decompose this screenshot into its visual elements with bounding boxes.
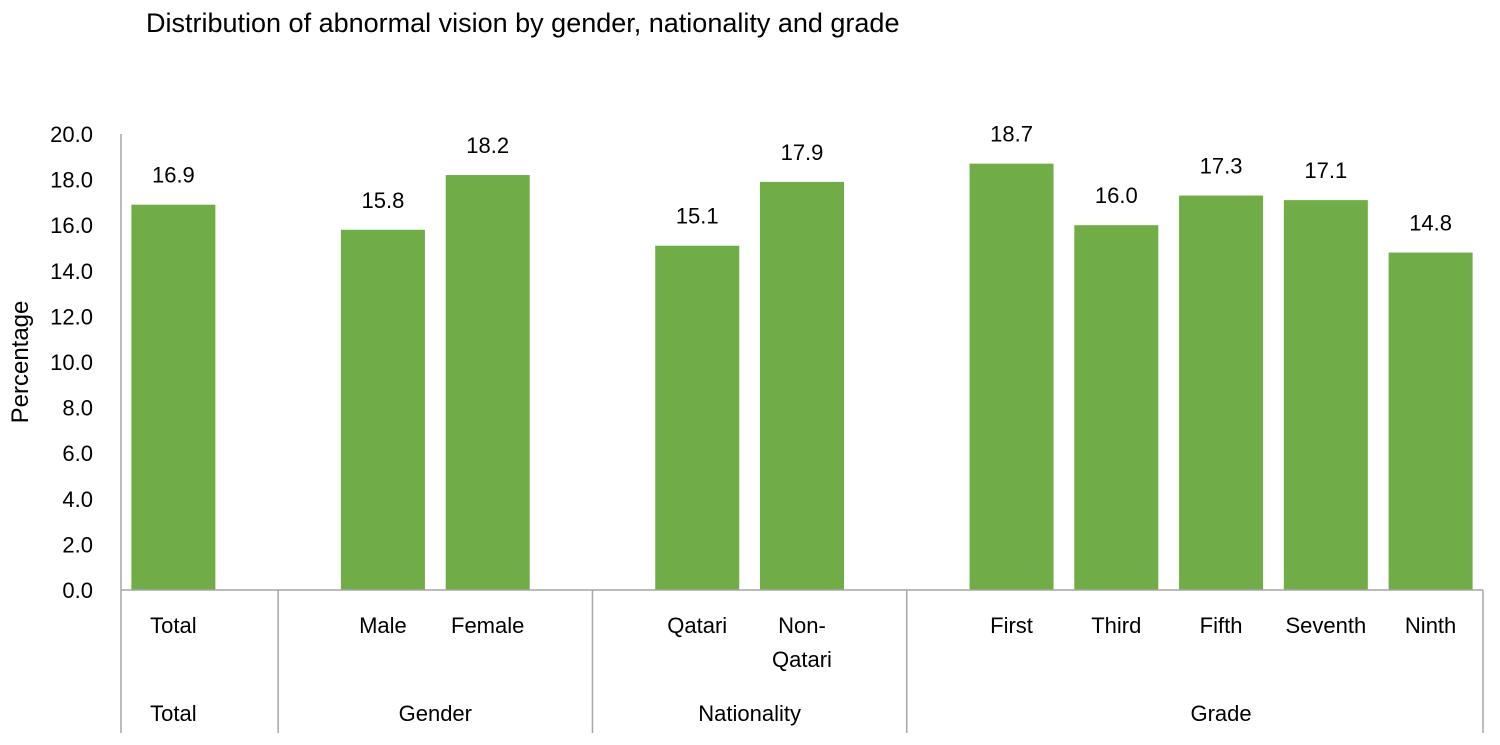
bar <box>1179 195 1264 590</box>
bars <box>131 163 1473 591</box>
group-label: Grade <box>1190 701 1251 726</box>
category-label: Total <box>150 613 196 638</box>
x-axis: Total Total Male Female Gender Qatari Non- Qata… <box>121 589 1484 733</box>
y-tick-label: 14.0 <box>50 259 93 284</box>
y-tick-label: 20.0 <box>50 122 93 147</box>
category-label: First <box>990 613 1033 638</box>
y-tick-label: 12.0 <box>50 304 93 329</box>
category-label: Fifth <box>1200 613 1243 638</box>
category-label: Non- <box>778 613 826 638</box>
bar-value-label: 18.2 <box>466 133 509 158</box>
y-tick-label: 8.0 <box>62 396 93 421</box>
y-tick-label: 6.0 <box>62 441 93 466</box>
category-label: Qatari <box>772 647 832 672</box>
category-label: Female <box>451 613 524 638</box>
bar <box>1074 225 1159 590</box>
bar-value-label: 17.9 <box>781 140 824 165</box>
chart-title: Distribution of abnormal vision by gende… <box>146 8 900 38</box>
bar <box>760 181 844 590</box>
category-label: Qatari <box>667 613 727 638</box>
bar <box>131 204 216 590</box>
category-label: Seventh <box>1285 613 1366 638</box>
bar-value-label: 17.3 <box>1200 154 1243 179</box>
bar <box>340 229 425 590</box>
category-label: Third <box>1091 613 1141 638</box>
bar-value-label: 16.0 <box>1095 183 1138 208</box>
value-labels: 16.9 15.8 18.2 15.1 17.9 18.7 16.0 17.3 17.1 14.8 <box>152 122 1452 236</box>
group-label: Nationality <box>698 701 801 726</box>
bar <box>1283 200 1368 590</box>
bar <box>1388 252 1473 590</box>
y-tick-label: 4.0 <box>62 487 93 512</box>
y-tick-label: 0.0 <box>62 578 93 603</box>
y-tick-label: 16.0 <box>50 213 93 238</box>
group-label: Total <box>150 701 196 726</box>
bar-value-label: 14.8 <box>1409 211 1452 236</box>
category-label: Male <box>359 613 407 638</box>
bar <box>655 245 740 590</box>
bar-value-label: 15.8 <box>362 188 405 213</box>
y-axis: 0.0 2.0 4.0 6.0 8.0 10.0 12.0 14.0 16.0 18.0 20.0 P… <box>7 122 122 733</box>
y-tick-label: 18.0 <box>50 168 93 193</box>
bar <box>969 163 1054 590</box>
bar-value-label: 15.1 <box>676 204 719 229</box>
y-tick-label: 2.0 <box>62 532 93 557</box>
bar-value-label: 17.1 <box>1304 158 1347 183</box>
category-label: Ninth <box>1405 613 1456 638</box>
group-label: Gender <box>399 701 472 726</box>
bar <box>445 175 530 591</box>
y-tick-label: 10.0 <box>50 350 93 375</box>
bar-value-label: 16.9 <box>152 163 195 188</box>
bar-value-label: 18.7 <box>990 122 1033 147</box>
y-axis-title: Percentage <box>7 301 34 424</box>
